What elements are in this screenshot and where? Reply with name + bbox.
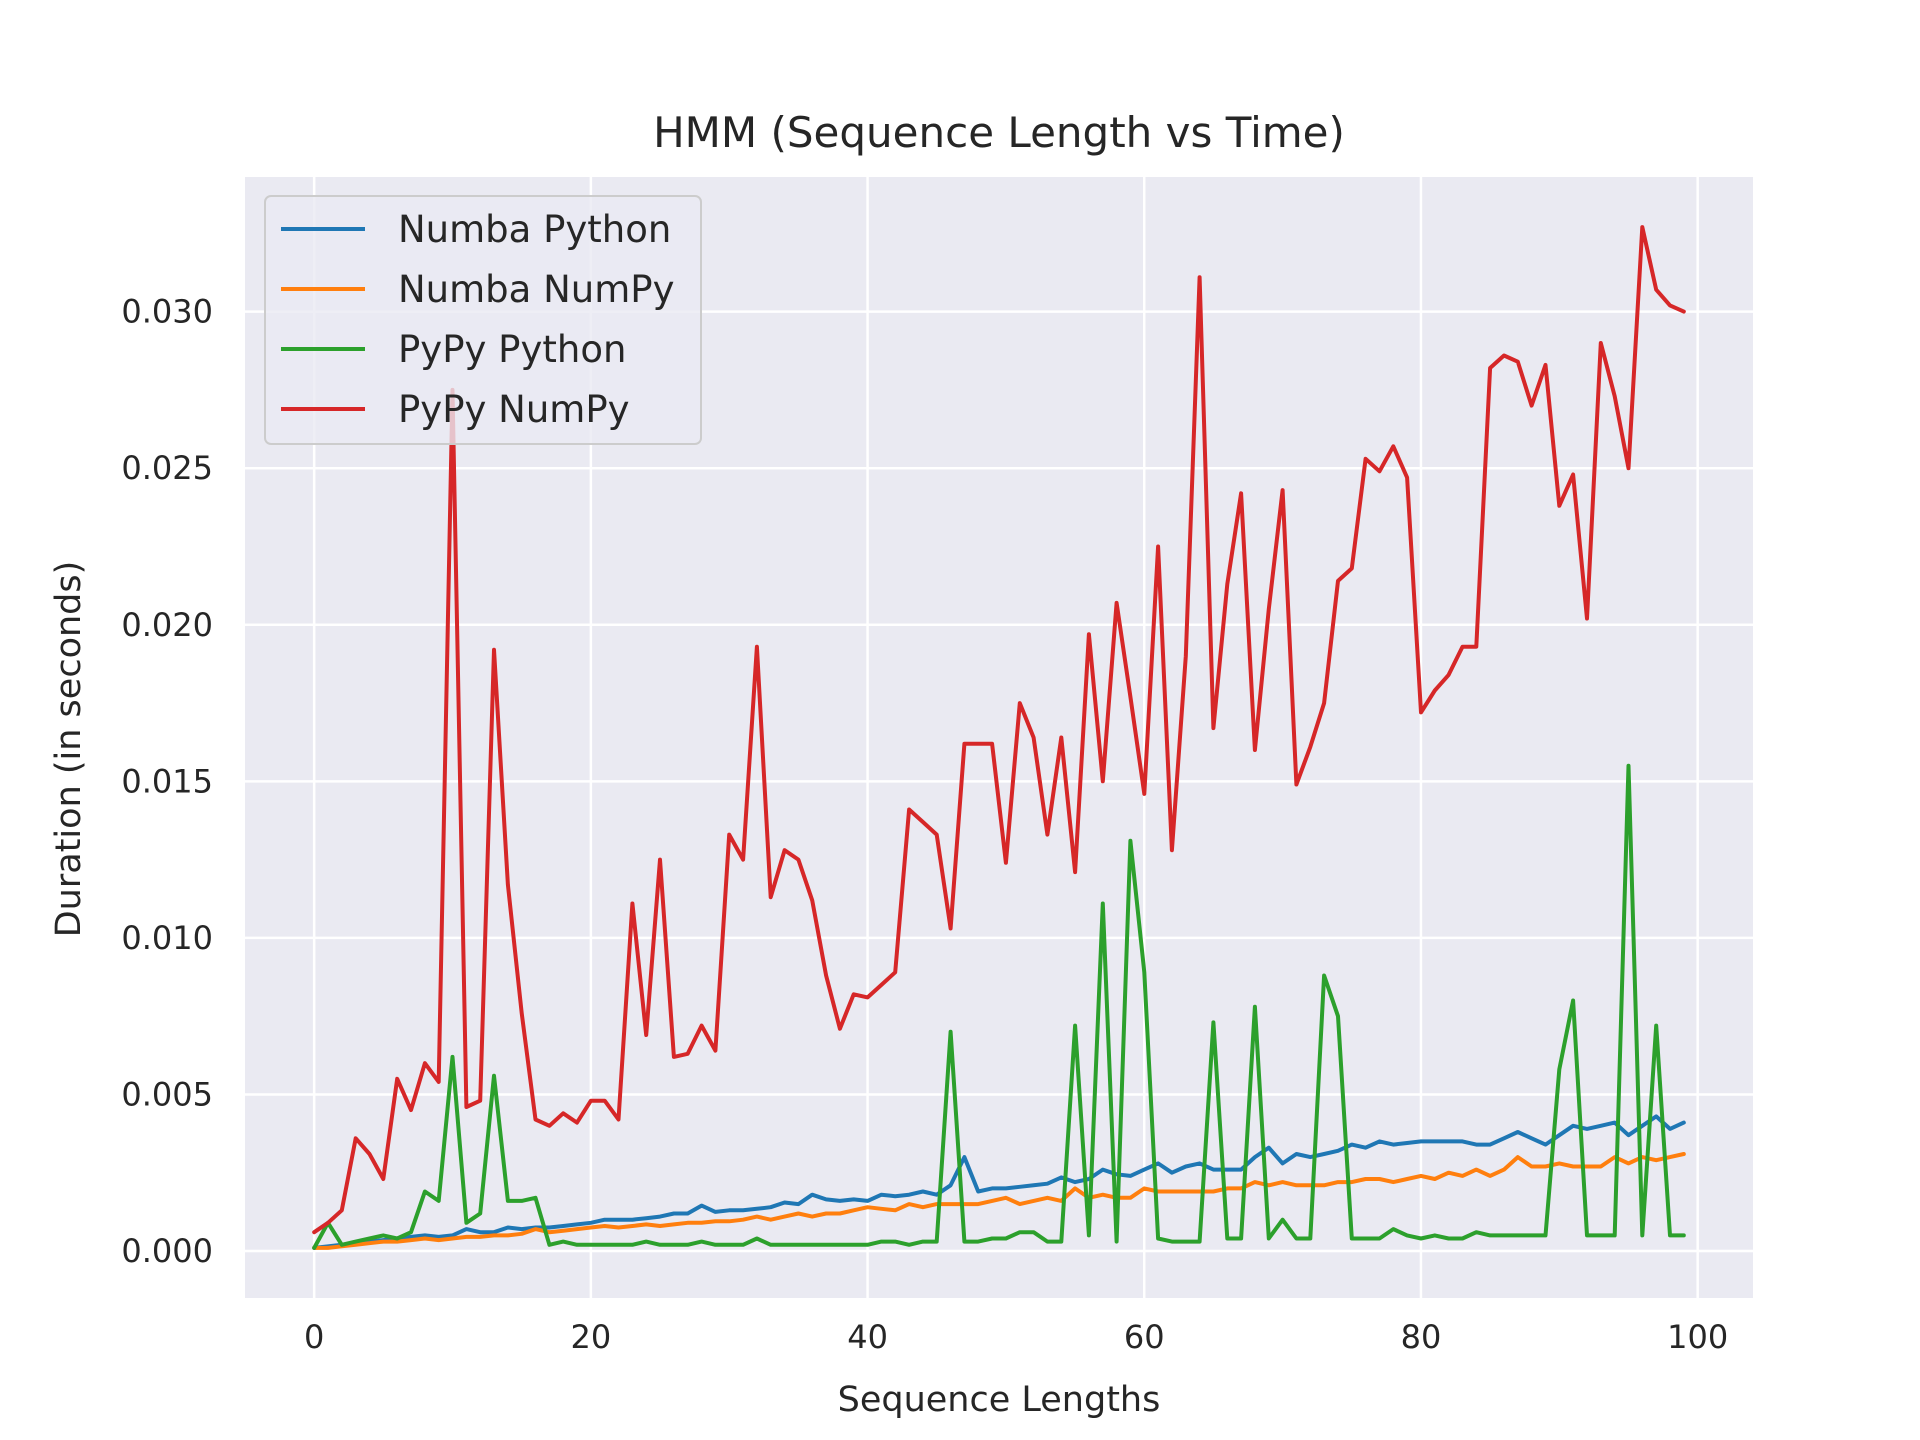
chart-title: HMM (Sequence Length vs Time) <box>653 108 1345 157</box>
x-tick-label: 100 <box>1667 1318 1728 1356</box>
y-tick-label: 0.030 <box>121 293 213 331</box>
x-tick-label: 60 <box>1124 1318 1165 1356</box>
y-tick-label: 0.015 <box>121 762 213 800</box>
y-tick-label: 0.020 <box>121 606 213 644</box>
y-tick-label: 0.010 <box>121 919 213 957</box>
x-tick-label: 40 <box>847 1318 888 1356</box>
series-line-pypy-python <box>312 763 1686 1250</box>
legend-label: Numba Python <box>398 208 671 251</box>
x-tick-label: 0 <box>304 1318 324 1356</box>
legend-label: PyPy NumPy <box>398 388 630 431</box>
y-tick-label: 0.000 <box>121 1232 213 1270</box>
legend-label: PyPy Python <box>398 328 626 371</box>
x-tick-label: 20 <box>571 1318 612 1356</box>
legend: Numba Python Numba NumPy PyPy Python PyPy N… <box>264 195 702 445</box>
legend-box <box>264 195 702 445</box>
legend-label: Numba NumPy <box>398 268 674 311</box>
y-tick-label: 0.005 <box>121 1075 213 1113</box>
x-tick-label: 80 <box>1401 1318 1442 1356</box>
y-tick-label: 0.025 <box>121 449 213 487</box>
series-layer <box>312 225 1686 1250</box>
y-axis-label: Duration (in seconds) <box>49 561 89 938</box>
series-line-pypy-numpy <box>312 225 1686 1235</box>
x-axis-label: Sequence Lengths <box>838 1380 1161 1420</box>
tick-labels: 0 20 40 60 80 100 0.000 0.005 0.010 0.015 0.020 0.0… <box>121 293 1728 1356</box>
series-line-numba-numpy <box>312 1152 1686 1250</box>
